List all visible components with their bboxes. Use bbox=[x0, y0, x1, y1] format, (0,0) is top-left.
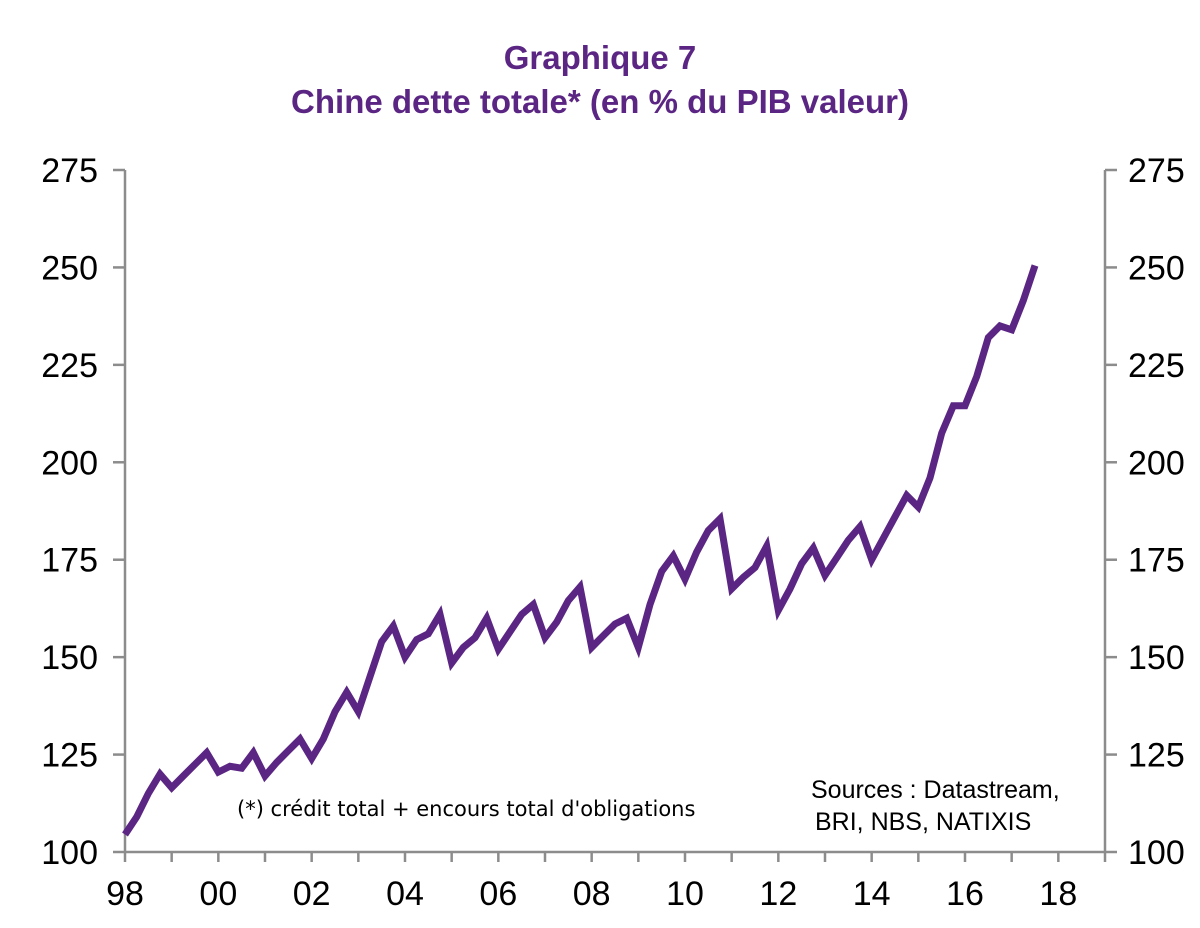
series-layer bbox=[122, 264, 1039, 837]
right-y-tick-label: 200 bbox=[1128, 444, 1185, 482]
x-tick-label: 08 bbox=[573, 875, 611, 913]
right-y-axis-labels: 100 125 150 175 200 225 250 275 bbox=[1128, 152, 1185, 872]
left-y-tick-label: 125 bbox=[41, 737, 98, 775]
x-tick-label: 00 bbox=[199, 875, 237, 913]
x-tick-label: 10 bbox=[666, 875, 704, 913]
x-tick-label: 16 bbox=[946, 875, 984, 913]
left-y-tick-label: 175 bbox=[41, 542, 98, 580]
sources-line-1: Sources : Datastream, bbox=[811, 776, 1060, 804]
chart-title: Graphique 7 bbox=[503, 39, 697, 76]
right-y-tick-label: 225 bbox=[1128, 347, 1185, 385]
right-y-tick-label: 125 bbox=[1128, 737, 1185, 775]
left-y-tick-label: 275 bbox=[41, 152, 98, 190]
left-y-tick-label: 200 bbox=[41, 444, 98, 482]
right-y-tick-label: 150 bbox=[1128, 639, 1185, 677]
footnote: (*) crédit total + encours total d'oblig… bbox=[237, 797, 695, 821]
sources-line-2: BRI, NBS, NATIXIS bbox=[815, 808, 1031, 836]
right-y-tick-label: 275 bbox=[1128, 152, 1185, 190]
x-tick-label: 12 bbox=[759, 875, 797, 913]
series-line bbox=[122, 264, 1039, 837]
left-y-tick-label: 225 bbox=[41, 347, 98, 385]
x-axis-labels: 98 00 02 04 06 08 10 12 14 16 18 bbox=[106, 875, 1077, 913]
x-tick-label: 18 bbox=[1039, 875, 1077, 913]
left-y-axis-labels: 100 125 150 175 200 225 250 275 bbox=[41, 152, 98, 872]
x-tick-label: 04 bbox=[386, 875, 424, 913]
right-y-tick-label: 100 bbox=[1128, 834, 1185, 872]
right-y-tick-label: 175 bbox=[1128, 542, 1185, 580]
left-y-tick-label: 150 bbox=[41, 639, 98, 677]
chart-subtitle: Chine dette totale* (en % du PIB valeur) bbox=[291, 83, 909, 120]
x-tick-label: 06 bbox=[479, 875, 517, 913]
left-y-tick-label: 250 bbox=[41, 249, 98, 287]
x-tick-label: 14 bbox=[853, 875, 891, 913]
right-y-tick-label: 250 bbox=[1128, 249, 1185, 287]
x-tick-label: 02 bbox=[293, 875, 331, 913]
x-tick-label: 98 bbox=[106, 875, 144, 913]
chart-axes bbox=[113, 168, 1117, 862]
left-y-tick-label: 100 bbox=[41, 834, 98, 872]
